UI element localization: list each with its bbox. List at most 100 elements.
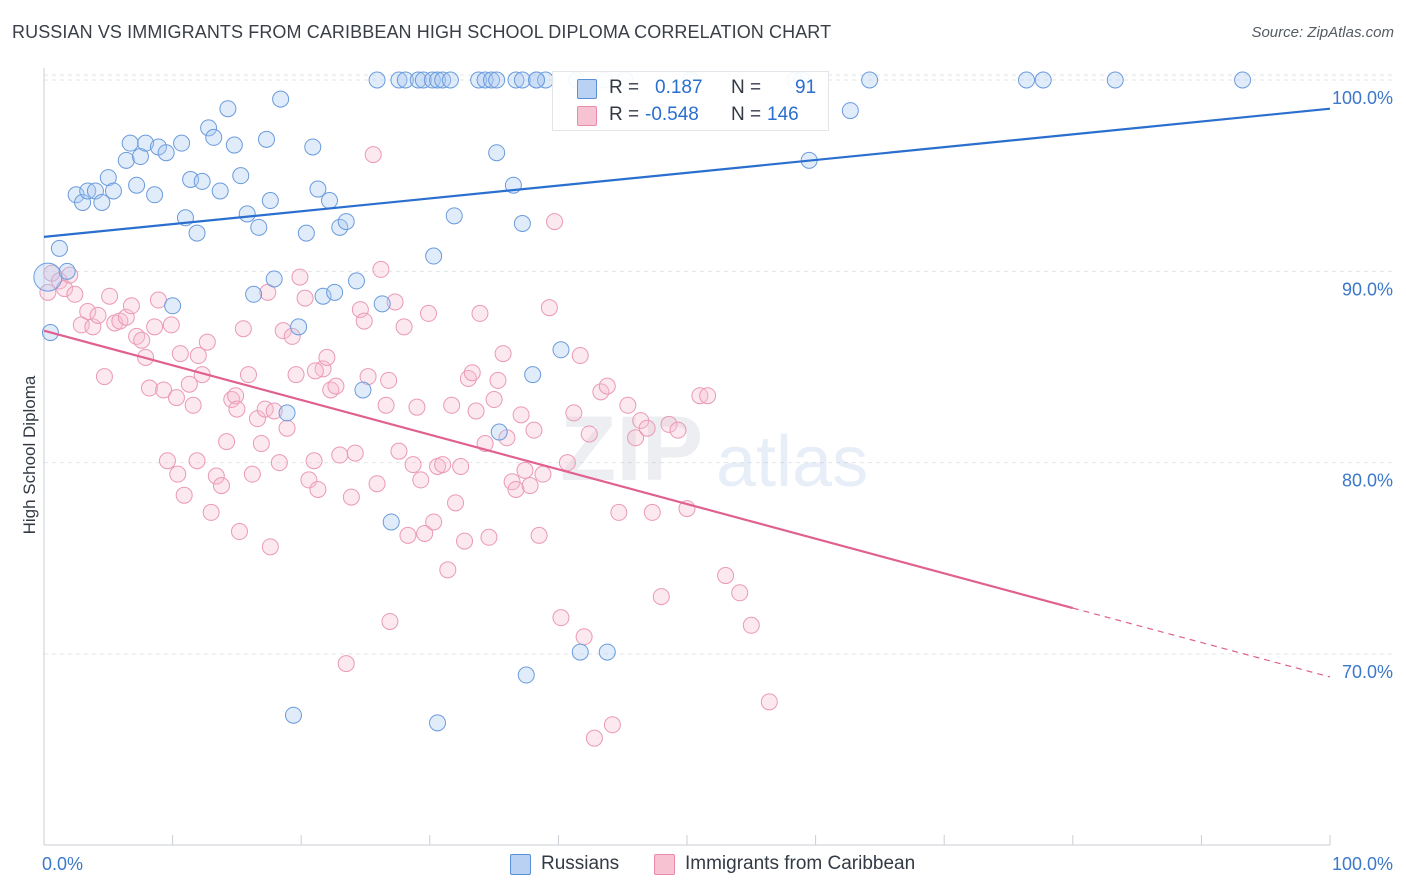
caribbean-point [592, 383, 610, 401]
caribbean-point [140, 379, 158, 397]
russians-point [347, 272, 365, 290]
caribbean-point [516, 461, 534, 479]
russians-point [164, 297, 182, 315]
caribbean-point [261, 538, 279, 556]
caribbean-point [300, 471, 318, 489]
caribbean-point [627, 429, 645, 447]
russians-point [488, 71, 506, 89]
caribbean-point [368, 475, 386, 493]
caribbean-point [296, 289, 314, 307]
caribbean-point [318, 348, 336, 366]
caribbean-point [155, 381, 173, 399]
y-tick-label-0: 70.0% [1342, 662, 1393, 682]
russians-point [517, 666, 535, 684]
caribbean-point [456, 532, 474, 550]
russians-point [483, 71, 501, 89]
caribbean-trend-extension [1072, 607, 1331, 678]
russians-trend-line [43, 107, 1331, 238]
russians-point [390, 71, 408, 89]
caribbean-point [377, 396, 395, 414]
caribbean-point [638, 419, 656, 437]
russians-point [373, 295, 391, 313]
caribbean-point [380, 371, 398, 389]
legend-russians-swatch [510, 854, 531, 875]
russians-point [93, 193, 111, 211]
caribbean-point [416, 524, 434, 542]
y-tick-label-1: 80.0% [1342, 471, 1393, 491]
caribbean-point [399, 526, 417, 544]
caribbean-point [546, 213, 564, 231]
caribbean-point [66, 285, 84, 303]
russians-point [441, 71, 459, 89]
russians-point [58, 262, 76, 280]
caribbean-point [381, 612, 399, 630]
n-value-russians: 91 [795, 77, 817, 98]
russians-point [272, 90, 290, 108]
legend-caribbean-label: Immigrants from Caribbean [685, 853, 916, 874]
russians-point [326, 283, 344, 301]
caribbean-point [162, 316, 180, 334]
watermark-zip: ZIP [560, 398, 703, 500]
russians-point [250, 218, 268, 236]
caribbean-point [230, 523, 248, 541]
russians-point [409, 71, 427, 89]
caribbean-point [452, 457, 470, 475]
tick-labels: 70.0% 80.0% 90.0% 100.0% 0.0% 100.0% [42, 88, 1393, 874]
russians-point [445, 207, 463, 225]
axes [43, 68, 1331, 846]
russians-point [309, 180, 327, 198]
r-label: R = [609, 104, 640, 125]
russians-point [337, 213, 355, 231]
caribbean-point [420, 304, 438, 322]
caribbean-point [327, 377, 345, 395]
caribbean-point [742, 616, 760, 634]
watermark-atlas: atlas [716, 422, 868, 502]
russians-point [331, 218, 349, 236]
caribbean-point [305, 452, 323, 470]
caribbean-point [364, 146, 382, 164]
caribbean-point [507, 480, 525, 498]
caribbean-point [89, 306, 107, 324]
caribbean-point [149, 291, 167, 309]
russians-point [261, 192, 279, 210]
caribbean-swatch [577, 106, 597, 126]
russians-point [488, 144, 506, 162]
caribbean-point [439, 561, 457, 579]
russians-point [173, 134, 191, 152]
caribbean-point [408, 398, 426, 416]
grid-lines [44, 74, 1392, 655]
russians-point [211, 182, 229, 200]
caribbean-point [390, 442, 408, 460]
caribbean-point [534, 465, 552, 483]
caribbean-point [309, 480, 327, 498]
caribbean-point [731, 584, 749, 602]
russians-point [368, 71, 386, 89]
caribbean-point [101, 287, 119, 305]
caribbean-point [198, 333, 216, 351]
caribbean-point [234, 320, 252, 338]
caribbean-point [252, 435, 270, 453]
caribbean-point [180, 375, 198, 393]
caribbean-point [485, 391, 503, 409]
russians-point [320, 192, 338, 210]
caribbean-point [558, 454, 576, 472]
caribbean-point [122, 297, 140, 315]
russians-point [225, 136, 243, 154]
caribbean-trend-line [43, 329, 1074, 610]
russians-point [571, 643, 589, 661]
russians-swatch [577, 79, 597, 99]
caribbean-point [489, 371, 507, 389]
russians-point [290, 318, 308, 336]
russians-point [146, 186, 164, 204]
russians-point [278, 404, 296, 422]
trend-lines [43, 107, 1331, 678]
russians-point [128, 176, 146, 194]
caribbean-point [331, 446, 349, 464]
caribbean-point [283, 327, 301, 345]
russians-point [507, 71, 525, 89]
caribbean-point [434, 456, 452, 474]
caribbean-point [643, 503, 661, 521]
caribbean-point [512, 406, 530, 424]
russians-point [205, 128, 223, 146]
